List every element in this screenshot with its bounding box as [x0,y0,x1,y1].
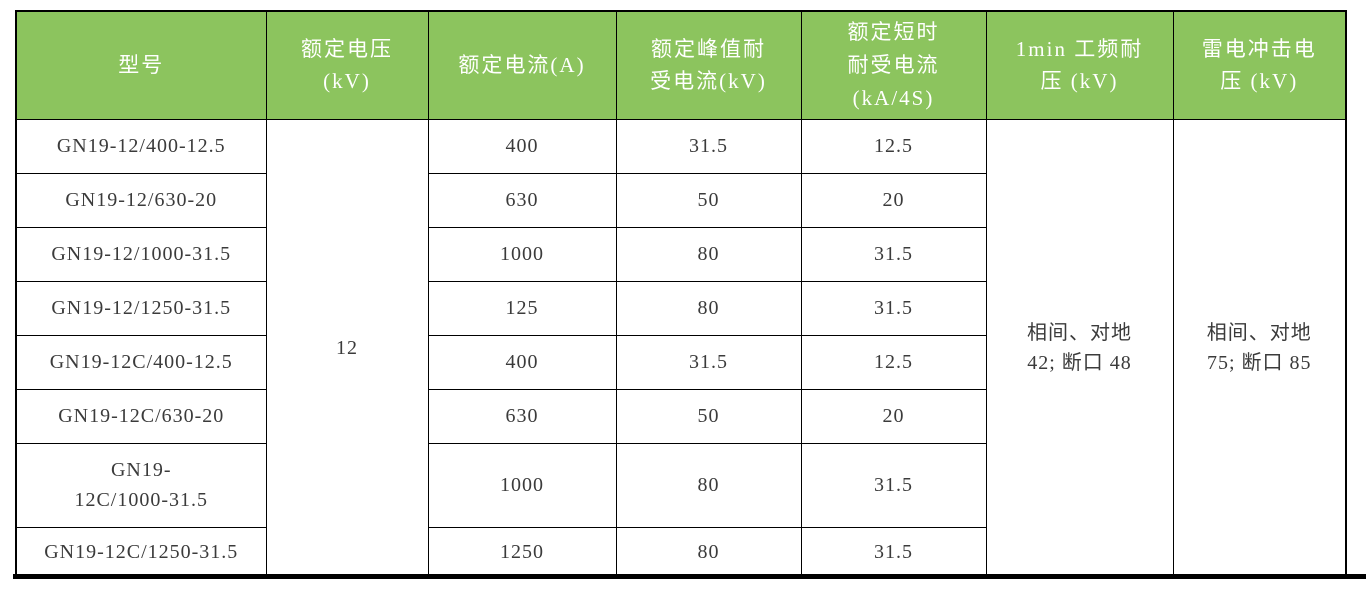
cell-short-time-current: 31.5 [800,442,987,528]
cell-peak-current: 80 [615,226,802,282]
table-row: GN19-12/400-12.5 12 400 31.5 12.5 相间、对地 … [15,118,1347,578]
bottom-rule [13,574,1366,579]
cell-short-time-current: 31.5 [800,526,987,578]
cell-model: GN19-12C/400-12.5 [15,334,267,390]
table-row: GN19-12C/400-12.5 400 31.5 12.5 [15,334,1346,390]
col-header-peak-withstand-current: 额定峰值耐 受电流(kV) [615,10,802,120]
cell-peak-current: 31.5 [615,334,802,390]
spec-table: 型号 额定电压 (kV) 额定电流(A) 额定峰值耐 受电流(kV) 额定短时 … [15,10,1347,578]
col-header-lightning-impulse: 雷电冲击电 压 (kV) [1172,10,1347,120]
cell-rated-voltage-merged: 12 [265,118,429,578]
cell-model: GN19-12C/630-20 [15,388,267,444]
cell-rated-current: 1250 [427,526,617,578]
cell-peak-current: 50 [615,172,802,228]
cell-peak-current: 31.5 [615,118,802,174]
cell-rated-current: 1000 [427,226,617,282]
cell-rated-current: 400 [427,118,617,174]
cell-model: GN19-12/1250-31.5 [15,280,267,336]
cell-rated-current: 1000 [427,442,617,528]
table-row: GN19-12/630-20 630 50 20 [15,172,1346,228]
cell-short-time-current: 20 [800,172,987,228]
table-row: GN19-12C/1250-31.5 1250 80 31.5 [15,526,1346,578]
cell-rated-current: 400 [427,334,617,390]
col-header-model: 型号 [15,10,267,120]
cell-short-time-current: 12.5 [800,334,987,390]
table-row: GN19-12/1000-31.5 1000 80 31.5 [15,226,1346,282]
cell-rated-current: 125 [427,280,617,336]
cell-peak-current: 80 [615,442,802,528]
cell-rated-current: 630 [427,388,617,444]
cell-model: GN19-12C/1250-31.5 [15,526,267,578]
header-row: 型号 额定电压 (kV) 额定电流(A) 额定峰值耐 受电流(kV) 额定短时 … [15,10,1347,120]
cell-peak-current: 80 [615,280,802,336]
cell-short-time-current: 31.5 [800,226,987,282]
cell-rated-current: 630 [427,172,617,228]
cell-peak-current: 80 [615,526,802,578]
table-row: GN19-12C/630-20 630 50 20 [15,388,1346,444]
cell-short-time-current: 31.5 [800,280,987,336]
col-header-power-frequency-withstand: 1min 工频耐 压 (kV) [985,10,1174,120]
cell-model: GN19-12/400-12.5 [15,118,267,174]
col-header-rated-voltage: 额定电压 (kV) [265,10,429,120]
col-header-rated-current: 额定电流(A) [427,10,617,120]
col-header-short-time-withstand-current: 额定短时 耐受电流 (kA/4S) [800,10,987,120]
cell-power-frequency-merged: 相间、对地 42; 断口 48 [985,118,1174,578]
cell-short-time-current: 20 [800,388,987,444]
cell-short-time-current: 12.5 [800,118,987,174]
cell-model: GN19- 12C/1000-31.5 [15,442,267,528]
table-row: GN19- 12C/1000-31.5 1000 80 31.5 [15,442,1346,528]
cell-model: GN19-12/630-20 [15,172,267,228]
cell-model: GN19-12/1000-31.5 [15,226,267,282]
cell-lightning-impulse-merged: 相间、对地 75; 断口 85 [1172,118,1347,578]
table-row: GN19-12/1250-31.5 125 80 31.5 [15,280,1346,336]
cell-peak-current: 50 [615,388,802,444]
